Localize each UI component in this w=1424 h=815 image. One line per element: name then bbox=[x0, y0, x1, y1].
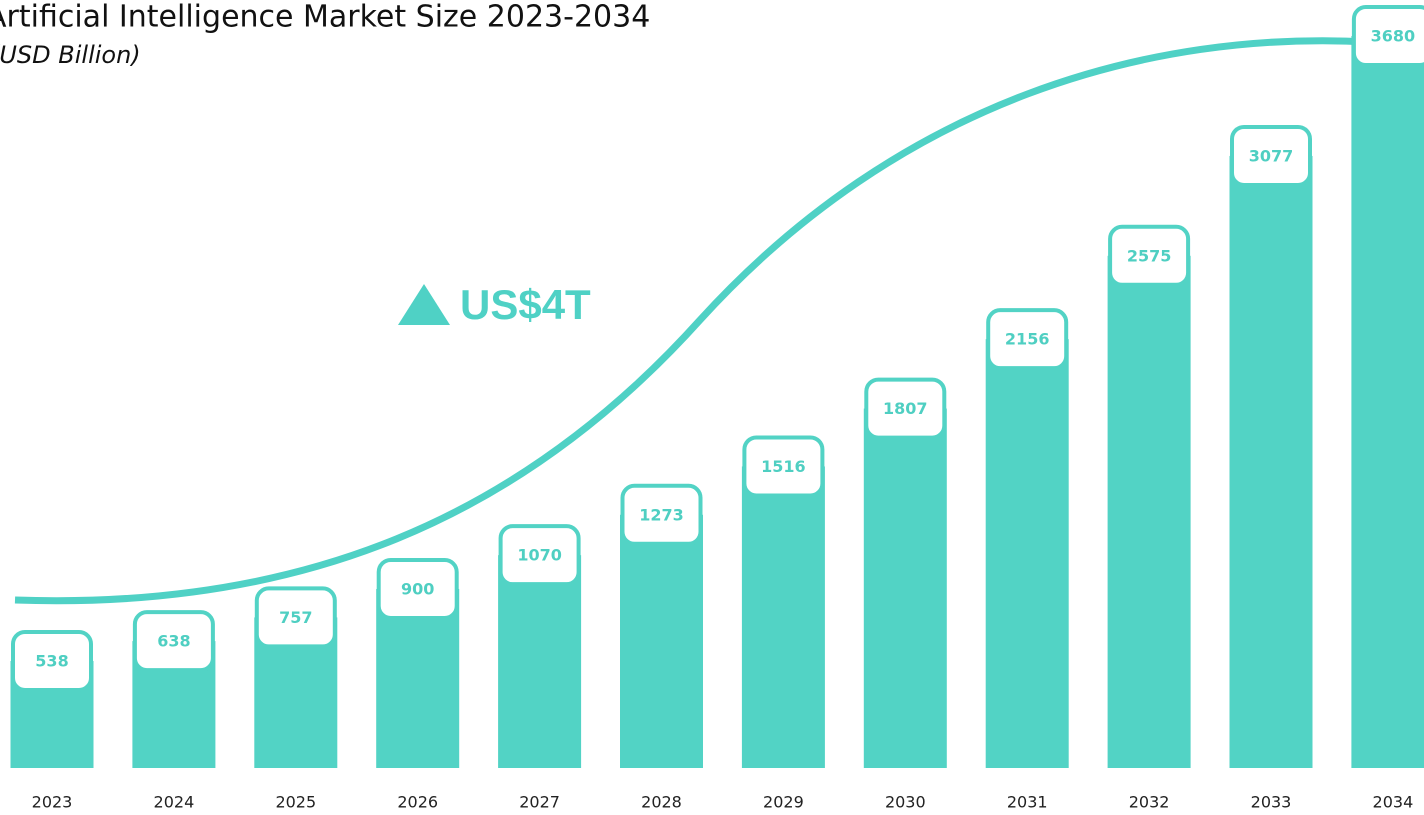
value-label: 757 bbox=[279, 608, 312, 627]
x-tick-label: 2030 bbox=[885, 793, 926, 812]
x-tick-label: 2028 bbox=[641, 793, 682, 812]
value-label: 900 bbox=[401, 579, 434, 598]
value-label-box bbox=[498, 524, 581, 587]
value-label: 1273 bbox=[639, 505, 684, 524]
bar bbox=[498, 555, 582, 768]
value-label: 1516 bbox=[761, 457, 806, 476]
chart-subtitle: (USD Billion) bbox=[0, 41, 141, 69]
value-label: 638 bbox=[157, 632, 190, 651]
x-tick-label: 2027 bbox=[519, 793, 560, 812]
x-tick-label: 2025 bbox=[275, 793, 316, 812]
trend-curve bbox=[14, 37, 1371, 605]
value-label: 1807 bbox=[883, 399, 928, 418]
value-label-box bbox=[1230, 124, 1312, 187]
bar bbox=[863, 408, 947, 768]
value-label-box bbox=[620, 483, 703, 546]
value-label: 3680 bbox=[1371, 27, 1416, 46]
x-tick-label: 2024 bbox=[154, 793, 195, 812]
value-label-box bbox=[254, 586, 337, 649]
x-tick-label: 2034 bbox=[1373, 793, 1414, 812]
value-label: 2575 bbox=[1127, 246, 1172, 265]
x-tick-label: 2032 bbox=[1129, 793, 1170, 812]
bar bbox=[1107, 255, 1191, 768]
annotation: US$4T bbox=[460, 281, 591, 328]
value-label: 538 bbox=[35, 651, 68, 670]
value-label-box bbox=[742, 435, 825, 498]
x-tick-label: 2026 bbox=[397, 793, 438, 812]
bar bbox=[741, 466, 825, 768]
x-tick-label: 2033 bbox=[1251, 793, 1292, 812]
value-label-box bbox=[376, 557, 459, 620]
value-label-box bbox=[1351, 5, 1424, 67]
value-label-box bbox=[11, 629, 93, 692]
value-label: 2156 bbox=[1005, 330, 1050, 349]
up-arrow bbox=[398, 284, 450, 325]
value-label: 1070 bbox=[517, 546, 562, 565]
bar bbox=[1351, 36, 1424, 768]
x-tick-label: 2029 bbox=[763, 793, 804, 812]
value-label-box bbox=[132, 610, 215, 673]
bar bbox=[985, 339, 1069, 768]
value-label: 3077 bbox=[1249, 146, 1294, 165]
bar bbox=[620, 514, 703, 768]
x-tick-label: 2031 bbox=[1007, 793, 1048, 812]
x-tick-label: 2023 bbox=[32, 793, 73, 812]
value-label-box bbox=[986, 308, 1069, 371]
chart-title: Artificial Intelligence Market Size 2023… bbox=[0, 0, 650, 35]
value-label-box bbox=[864, 377, 947, 440]
value-label-box bbox=[1108, 224, 1191, 287]
bar bbox=[1229, 155, 1313, 768]
